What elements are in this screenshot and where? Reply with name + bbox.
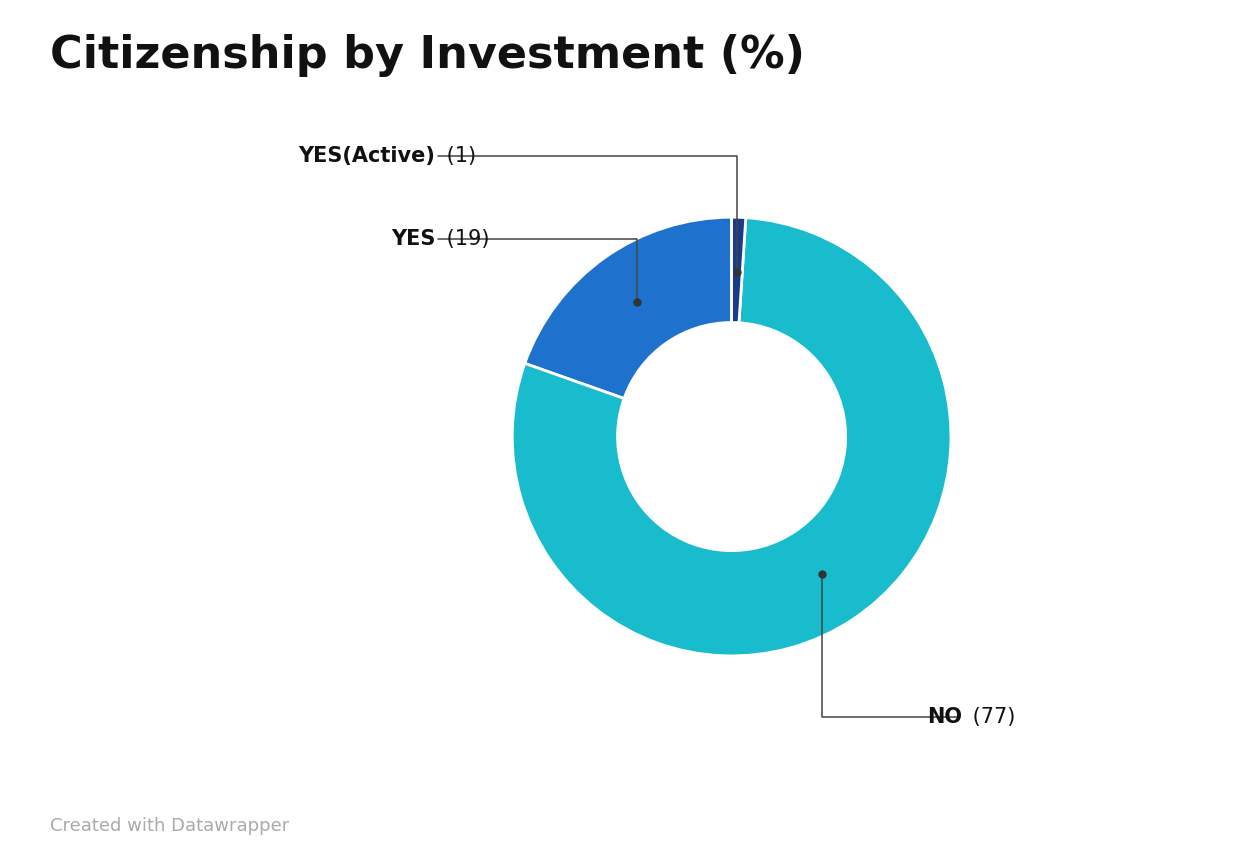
Text: (1): (1)	[440, 146, 476, 166]
Wedge shape	[525, 217, 732, 399]
Text: Citizenship by Investment (%): Citizenship by Investment (%)	[50, 34, 805, 77]
Text: YES: YES	[391, 229, 435, 249]
Text: YES(Active): YES(Active)	[299, 146, 435, 166]
Text: (19): (19)	[440, 229, 490, 249]
Text: (77): (77)	[966, 707, 1016, 728]
Wedge shape	[512, 217, 951, 656]
Wedge shape	[732, 217, 745, 323]
Text: NO: NO	[928, 707, 962, 728]
Text: Created with Datawrapper: Created with Datawrapper	[50, 817, 289, 835]
